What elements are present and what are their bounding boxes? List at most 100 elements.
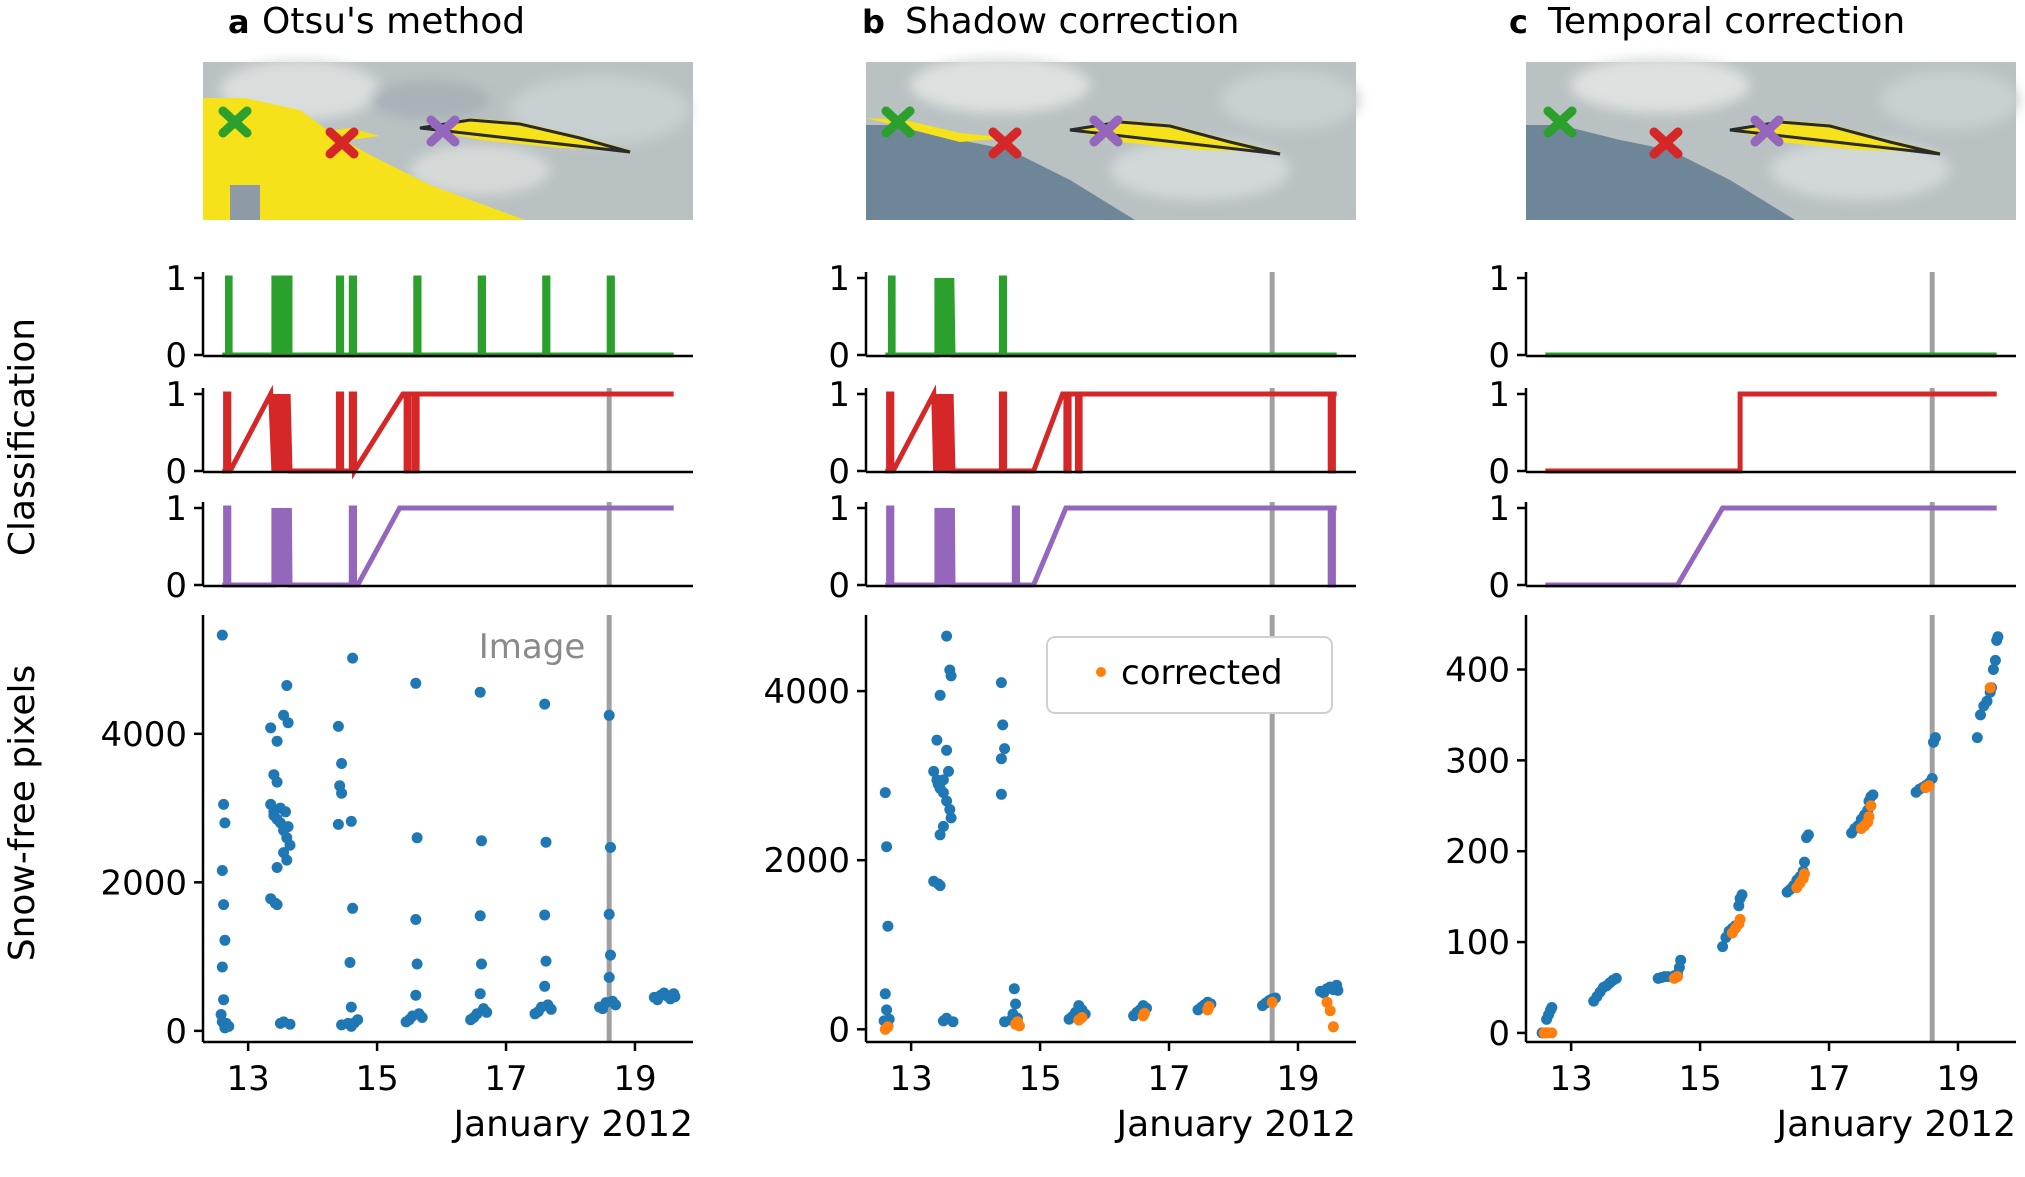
point-pixels bbox=[284, 839, 296, 851]
point-corrected bbox=[882, 1021, 894, 1033]
point-pixels bbox=[1717, 941, 1729, 953]
point-pixels bbox=[1867, 789, 1879, 801]
point-pixels bbox=[603, 709, 615, 721]
y-tick-label: 1 bbox=[165, 489, 187, 529]
point-pixels bbox=[411, 958, 423, 970]
y-tick-label: 0 bbox=[165, 1012, 187, 1052]
point-pixels bbox=[410, 914, 422, 925]
series-line-red bbox=[1545, 391, 1997, 474]
x-tick-label: 19 bbox=[1936, 1059, 1979, 1099]
point-pixels bbox=[945, 812, 957, 824]
y-tick-label: 1 bbox=[828, 489, 850, 529]
series-line-green bbox=[885, 275, 1337, 358]
point-pixels bbox=[219, 817, 231, 829]
point-pixels bbox=[540, 836, 552, 848]
point-pixels bbox=[1736, 889, 1748, 901]
point-pixels bbox=[605, 841, 616, 853]
point-pixels bbox=[1010, 998, 1022, 1010]
x-tick-label: 15 bbox=[1018, 1059, 1061, 1099]
point-pixels bbox=[941, 630, 953, 642]
y-tick-label: 1 bbox=[1488, 489, 1510, 529]
point-corrected bbox=[1324, 1005, 1336, 1017]
point-pixels bbox=[943, 765, 954, 777]
point-pixels bbox=[944, 804, 956, 815]
point-pixels bbox=[1799, 856, 1810, 868]
marker-purple-cross-a bbox=[426, 115, 460, 147]
point-pixels bbox=[1981, 695, 1993, 707]
x-tick-label: 19 bbox=[613, 1059, 656, 1099]
x-tick-label: 17 bbox=[1147, 1059, 1190, 1099]
point-pixels bbox=[1802, 829, 1814, 841]
point-corrected bbox=[1013, 1020, 1025, 1032]
point-pixels bbox=[931, 734, 943, 746]
series-line-purple bbox=[1545, 505, 1997, 588]
marker-purple-cross-b bbox=[1089, 115, 1123, 147]
panel-b-letter: b bbox=[862, 3, 885, 41]
x-tick-label: 19 bbox=[1276, 1059, 1319, 1099]
y-tick-label: 0 bbox=[165, 452, 187, 492]
point-pixels bbox=[603, 971, 615, 983]
point-pixels bbox=[218, 798, 230, 810]
panel-c-letter: c bbox=[1509, 3, 1528, 41]
point-pixels bbox=[603, 908, 615, 920]
y-tick-label: 0 bbox=[1488, 566, 1510, 606]
point-pixels bbox=[474, 988, 486, 1000]
point-pixels bbox=[610, 999, 622, 1011]
point-pixels bbox=[539, 698, 551, 710]
point-pixels bbox=[937, 787, 949, 799]
point-pixels bbox=[1610, 972, 1622, 984]
x-tick-label: 15 bbox=[1678, 1059, 1721, 1099]
point-pixels bbox=[999, 743, 1011, 755]
point-pixels bbox=[1989, 654, 2001, 666]
point-pixels bbox=[284, 1018, 296, 1030]
x-markers bbox=[218, 106, 1784, 159]
point-pixels bbox=[416, 1012, 428, 1023]
point-corrected bbox=[1266, 996, 1278, 1008]
point-pixels bbox=[937, 820, 949, 832]
point-pixels bbox=[1675, 954, 1687, 966]
point-corrected bbox=[1672, 971, 1683, 983]
point-pixels bbox=[347, 652, 359, 664]
point-corrected bbox=[1863, 811, 1875, 823]
panel-a-title-text: Otsu's method bbox=[262, 1, 525, 42]
x-tick-label: 17 bbox=[484, 1059, 527, 1099]
point-pixels bbox=[216, 961, 228, 973]
point-pixels bbox=[265, 722, 277, 734]
point-pixels bbox=[881, 841, 893, 853]
point-pixels bbox=[332, 818, 344, 830]
point-pixels bbox=[1992, 631, 2004, 643]
classification-green-panel-c: 01 bbox=[1488, 259, 2016, 376]
scatter-series-pixels bbox=[215, 629, 681, 1034]
point-pixels bbox=[934, 880, 946, 892]
series-line-red bbox=[885, 384, 1337, 474]
x-tick-label: 13 bbox=[226, 1059, 269, 1099]
point-pixels bbox=[594, 1001, 605, 1013]
series-line-purple bbox=[222, 505, 674, 588]
point-corrected bbox=[1076, 1012, 1088, 1023]
y-tick-label: 2000 bbox=[100, 863, 187, 903]
point-pixels bbox=[280, 806, 291, 818]
point-pixels bbox=[947, 1016, 959, 1028]
panel-c-title-text: Temporal correction bbox=[1547, 1, 1905, 42]
marker-purple-cross-c bbox=[1750, 115, 1784, 147]
point-corrected bbox=[1923, 780, 1935, 792]
marker-red-cross-b bbox=[988, 127, 1022, 159]
point-pixels bbox=[218, 994, 230, 1006]
point-pixels bbox=[1546, 1002, 1558, 1013]
y-tick-label: 100 bbox=[1445, 923, 1510, 963]
point-pixels bbox=[271, 862, 283, 873]
point-pixels bbox=[282, 821, 294, 833]
point-pixels bbox=[345, 1020, 357, 1032]
point-pixels bbox=[881, 1004, 893, 1016]
point-pixels bbox=[539, 909, 551, 921]
point-pixels bbox=[879, 988, 891, 1000]
point-pixels bbox=[882, 920, 894, 932]
classification-red-panel-a: 01 bbox=[165, 375, 693, 492]
x-axis-label: January 2012 bbox=[1114, 1104, 1356, 1145]
classification-green-panel-b: 01 bbox=[828, 259, 1356, 376]
scatter-series-pixels bbox=[1536, 631, 2004, 1039]
y-tick-label: 0 bbox=[1488, 1014, 1510, 1054]
scatter-series-corrected bbox=[879, 996, 1339, 1035]
